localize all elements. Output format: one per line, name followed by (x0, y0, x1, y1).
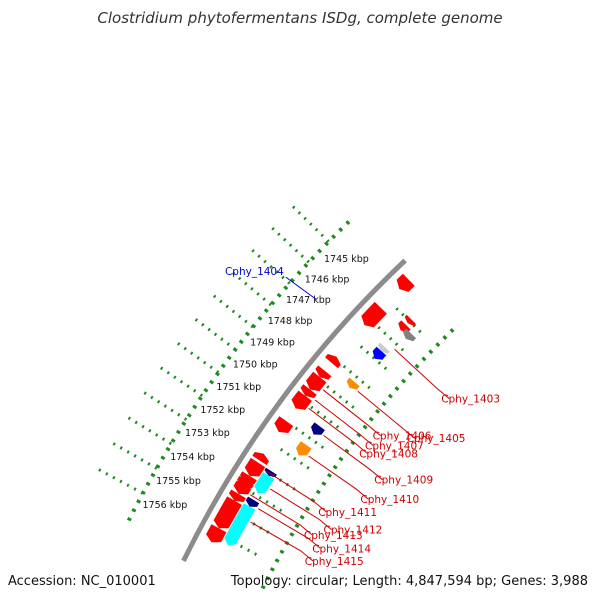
label-leader-line (314, 399, 374, 446)
tick-mark-outer (291, 205, 334, 247)
gene-feature[interactable] (295, 440, 312, 456)
tick-mark-outer (112, 442, 162, 473)
tick-mark-inner (294, 426, 329, 453)
label-leader-line (308, 408, 368, 454)
gene-feature[interactable] (324, 353, 342, 369)
tick-label: 1748 kbp (268, 316, 313, 327)
gene-label[interactable]: Cphy_1411 (318, 507, 377, 519)
gene-label[interactable]: Cphy_1406 (373, 431, 432, 443)
tick-mark-inner (279, 447, 315, 473)
label-leader-line (394, 348, 450, 399)
label-leader-line (250, 521, 314, 562)
gene-feature[interactable] (264, 467, 278, 478)
tick-mark-outer (212, 294, 258, 332)
gene-label[interactable]: Cphy_1415 (305, 556, 364, 568)
gene-label[interactable]: Cphy_1412 (324, 525, 383, 537)
tick-mark-inner (359, 345, 392, 375)
tick-mark-inner (377, 326, 409, 356)
gene-feature[interactable] (224, 502, 256, 546)
tick-label: 1754 kbp (170, 452, 215, 463)
tick-label: 1752 kbp (200, 405, 245, 416)
tick-mark-outer (194, 318, 241, 354)
outer-dotted-track (125, 220, 351, 525)
gene-feature[interactable] (291, 390, 313, 411)
tick-label: 1746 kbp (305, 274, 350, 285)
gene-feature[interactable] (254, 471, 275, 494)
gene-label[interactable]: Cphy_1403 (441, 394, 500, 406)
genome-summary-text: Topology: circular; Length: 4,847,594 bp… (230, 574, 588, 589)
gene-label[interactable]: Cphy_1413 (304, 530, 363, 542)
label-leader-line (308, 455, 369, 500)
tick-label: 1753 kbp (185, 428, 230, 439)
gene-feature[interactable] (244, 457, 266, 477)
gene-feature[interactable] (213, 496, 243, 529)
gene-feature[interactable] (300, 383, 318, 399)
tick-label: 1750 kbp (233, 360, 278, 371)
tick-label: 1751 kbp (216, 382, 261, 393)
tick-mark-outer (231, 271, 276, 310)
label-leader-line (250, 494, 313, 536)
backbone-layer (181, 258, 407, 563)
tick-mark-outer (127, 416, 177, 448)
tick-mark-inner (251, 491, 288, 516)
gene-label[interactable]: Cphy_1407 (365, 440, 424, 452)
tick-mark-outer (98, 468, 149, 498)
tick-mark-inner (310, 405, 344, 433)
tick-mark-inner (395, 307, 426, 338)
label-leader-line (357, 390, 415, 439)
gene-feature[interactable] (274, 415, 294, 434)
gene-feature[interactable] (233, 480, 252, 495)
label-leader-line (265, 470, 327, 513)
gene-feature[interactable] (310, 422, 326, 435)
label-layer: Cphy_1403Cphy_1404Cphy_1405Cphy_1406Cphy… (225, 266, 500, 568)
gene-feature[interactable] (377, 342, 391, 354)
gene-feature[interactable] (315, 365, 332, 380)
map-title: Clostridium phytofermentans ISDg, comple… (97, 9, 502, 27)
tick-mark-inner (326, 385, 360, 413)
tick-mark-outer (177, 342, 224, 377)
gene-feature[interactable] (402, 328, 417, 342)
tick-label: 1756 kbp (143, 500, 188, 511)
label-leader-line (270, 488, 332, 530)
gene-feature[interactable] (205, 523, 227, 543)
tick-label: 1749 kbp (250, 338, 295, 349)
gene-label[interactable]: Cphy_1409 (374, 475, 433, 487)
gene-feature[interactable] (245, 496, 260, 508)
gene-feature[interactable] (346, 377, 360, 390)
tick-mark-outer (143, 391, 192, 424)
gene-feature[interactable] (404, 314, 417, 327)
tick-mark-inner (342, 364, 376, 394)
gene-label[interactable]: Cphy_1414 (312, 543, 371, 555)
label-leader-line (322, 389, 381, 437)
label-leader-line (323, 434, 383, 481)
gene-label[interactable]: Cphy_1404 (225, 266, 284, 278)
gene-feature[interactable] (252, 451, 270, 466)
gene-feature[interactable] (305, 371, 327, 392)
label-leader-line (285, 276, 317, 300)
feature-layer (205, 273, 417, 546)
accession-text: Accession: NC_010001 (8, 574, 156, 589)
tick-label: 1745 kbp (324, 254, 369, 265)
tick-label: 1747 kbp (286, 295, 331, 306)
gene-feature[interactable] (396, 273, 416, 293)
tick-mark-outer (271, 227, 314, 267)
gene-label[interactable]: Cphy_1405 (407, 433, 466, 445)
gene-feature[interactable] (228, 489, 247, 503)
gene-feature[interactable] (372, 346, 387, 360)
tick-mark-outer (251, 249, 295, 288)
genome-backbone (181, 258, 407, 563)
gene-label[interactable]: Cphy_1408 (359, 448, 418, 460)
tick-label: 1755 kbp (156, 476, 201, 487)
gene-feature[interactable] (361, 301, 388, 328)
gene-label[interactable]: Cphy_1410 (360, 494, 419, 506)
label-leader-line (258, 508, 321, 549)
tick-mark-outer (159, 366, 208, 400)
tick-mark-inner (225, 537, 263, 559)
